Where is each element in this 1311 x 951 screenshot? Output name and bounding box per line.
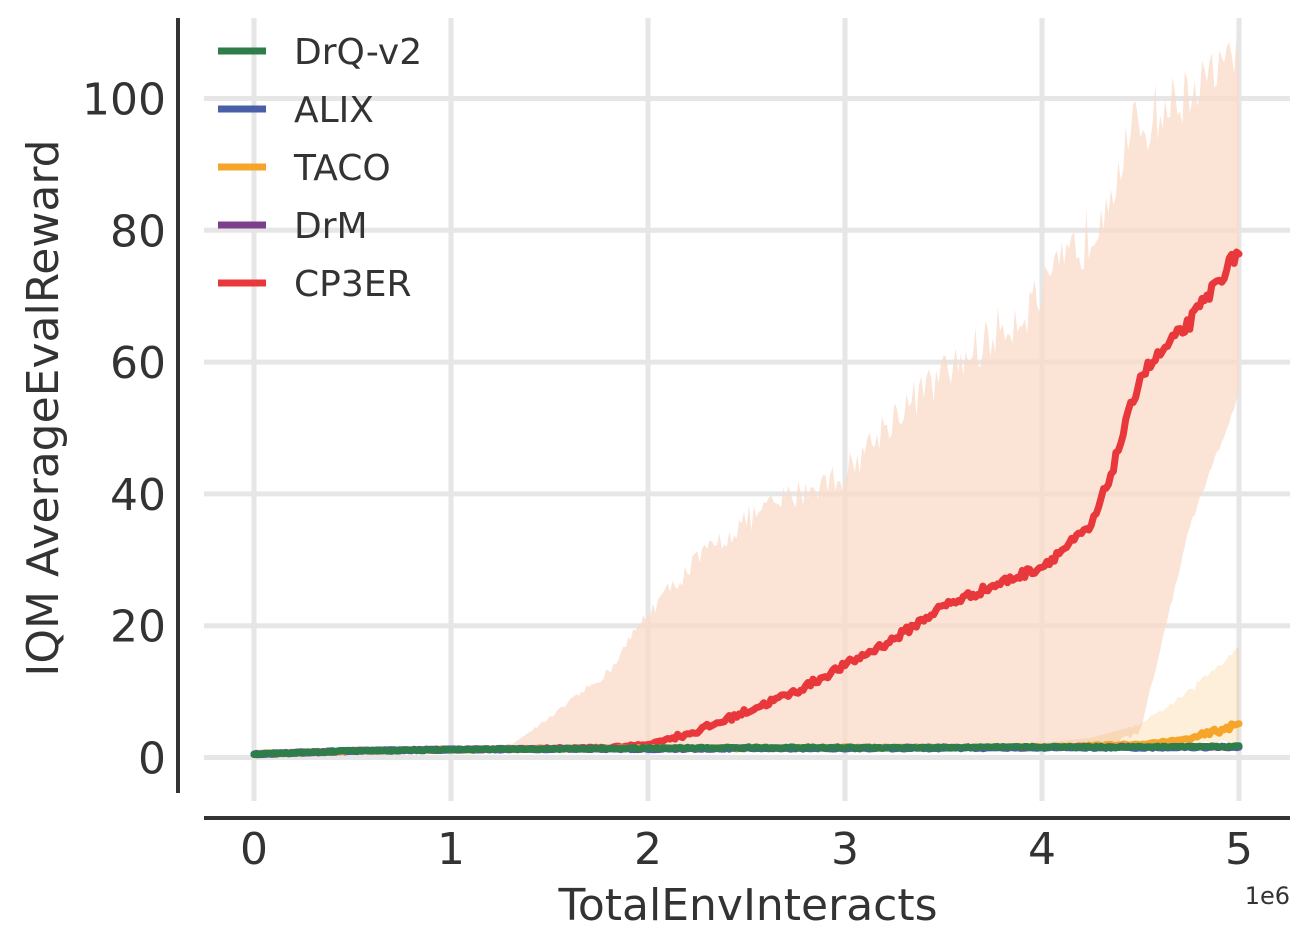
x-tick-label: 1: [437, 824, 465, 875]
y-tick-label: 60: [110, 338, 166, 389]
y-tick-label: 100: [82, 75, 166, 126]
series-lines: [250, 248, 1243, 759]
band-cp3er: [254, 36, 1239, 755]
x-offset-label: 1e6: [1245, 882, 1290, 910]
y-tick-label: 40: [110, 470, 166, 521]
legend-label-drq-v2: DrQ-v2: [294, 32, 422, 73]
y-tick-label: 80: [110, 206, 166, 257]
y-axis-title: IQM AverageEvalReward: [18, 139, 69, 676]
y-tick-label: 0: [138, 734, 166, 785]
x-tick-label: 0: [240, 824, 268, 875]
series-line-drq-v2: [250, 742, 1243, 759]
x-axis-title: TotalEnvInteracts: [557, 880, 937, 931]
legend-label-alix: ALIX: [294, 90, 374, 131]
x-tick-label: 2: [634, 824, 662, 875]
tick-labels: 0 1 2 3 4 5 0 20 40 60 80 100: [82, 75, 1253, 876]
x-tick-label: 3: [831, 824, 859, 875]
axes: [176, 18, 1290, 820]
legend-label-drm: DrM: [294, 206, 368, 247]
legend: DrQ-v2 ALIX TACO DrM CP3ER: [218, 32, 422, 305]
x-tick-label: 4: [1028, 824, 1056, 875]
legend-label-taco: TACO: [293, 148, 391, 189]
x-tick-label: 5: [1225, 824, 1253, 875]
legend-label-cp3er: CP3ER: [294, 264, 412, 305]
confidence-bands: [254, 36, 1239, 755]
y-tick-label: 20: [110, 602, 166, 653]
